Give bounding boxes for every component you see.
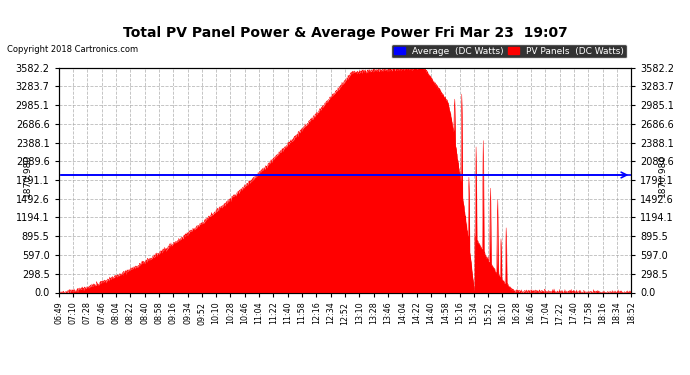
Legend: Average  (DC Watts), PV Panels  (DC Watts): Average (DC Watts), PV Panels (DC Watts) xyxy=(391,44,627,58)
Text: 1870.980: 1870.980 xyxy=(658,153,667,196)
Text: Copyright 2018 Cartronics.com: Copyright 2018 Cartronics.com xyxy=(7,45,138,54)
Text: Total PV Panel Power & Average Power Fri Mar 23  19:07: Total PV Panel Power & Average Power Fri… xyxy=(123,26,567,40)
Text: 1870.980: 1870.980 xyxy=(23,153,32,196)
